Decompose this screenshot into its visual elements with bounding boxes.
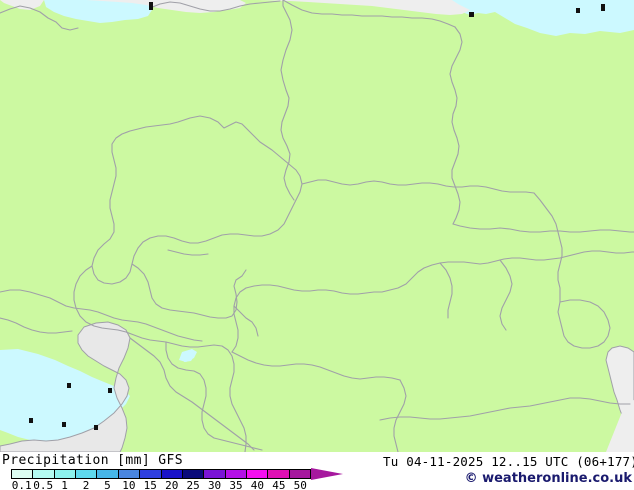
colorbar-swatch [97,469,119,479]
small-lake [182,351,195,362]
colorbar-tick-label: 45 [272,479,286,490]
colorbar-swatch [268,469,290,479]
colorbar-tick-label: 15 [143,479,157,490]
northwest-gray-area [0,0,44,10]
colorbar-swatch [54,469,77,479]
colorbar-swatch [118,469,141,479]
colorbar-tick-label: 30 [207,479,222,490]
colorbar-swatch [225,469,247,479]
copyright-notice: © weatheronline.co.uk [464,471,632,486]
colorbar-tick-label: 50 [293,479,307,490]
colorbar-tick-label: 1 [61,479,68,490]
colorbar-swatch [246,469,269,479]
colorbar-swatch [33,469,55,479]
colorbar-swatch [140,469,162,479]
colorbar-tick-label: 25 [186,479,200,490]
baltic-sea [444,0,634,36]
colorbar-tick-label: 0.5 [33,479,54,490]
colorbar-tick-label: 35 [229,479,243,490]
precipitation-colorbar [11,469,312,479]
colorbar-swatch [204,469,226,479]
colorbar-tick-label: 10 [122,479,136,490]
colorbar-tick-label: 5 [104,479,111,490]
colorbar-tick-label: 40 [250,479,265,490]
map-canvas [0,0,634,452]
colorbar-tick-label: 2 [82,479,90,490]
colorbar-tick-label: 0.1 [11,479,32,490]
forecast-timestamp: Tu 04-11-2025 12..15 UTC (06+177) [383,454,634,469]
poland-coast-gray [258,0,470,15]
colorbar-swatch [289,469,312,479]
colorbar-swatch [11,469,34,479]
colorbar-swatch [161,469,183,479]
legend-bar: Precipitation [mm] GFS 0.1 0.5 1 2 5 10 15 20 25… [0,452,634,490]
north-sea-inlet [44,0,152,23]
legend-title: Precipitation [mm] GFS [2,453,183,468]
land-background [0,0,634,452]
southeast-gray-area-2 [606,400,634,452]
city-markers [29,2,605,430]
colorbar-tick-labels: 0.1 0.5 1 2 5 10 15 20 25 30 35 40 45 50 [0,479,360,490]
colorbar-swatch [182,469,205,479]
colorbar-overflow-arrow [311,468,343,480]
colorbar-tick-label: 20 [165,479,179,490]
italy-gray-area [0,321,131,452]
precipitation-map[interactable] [0,0,634,452]
colorbar-swatch [76,469,98,479]
country-borders [0,0,634,452]
